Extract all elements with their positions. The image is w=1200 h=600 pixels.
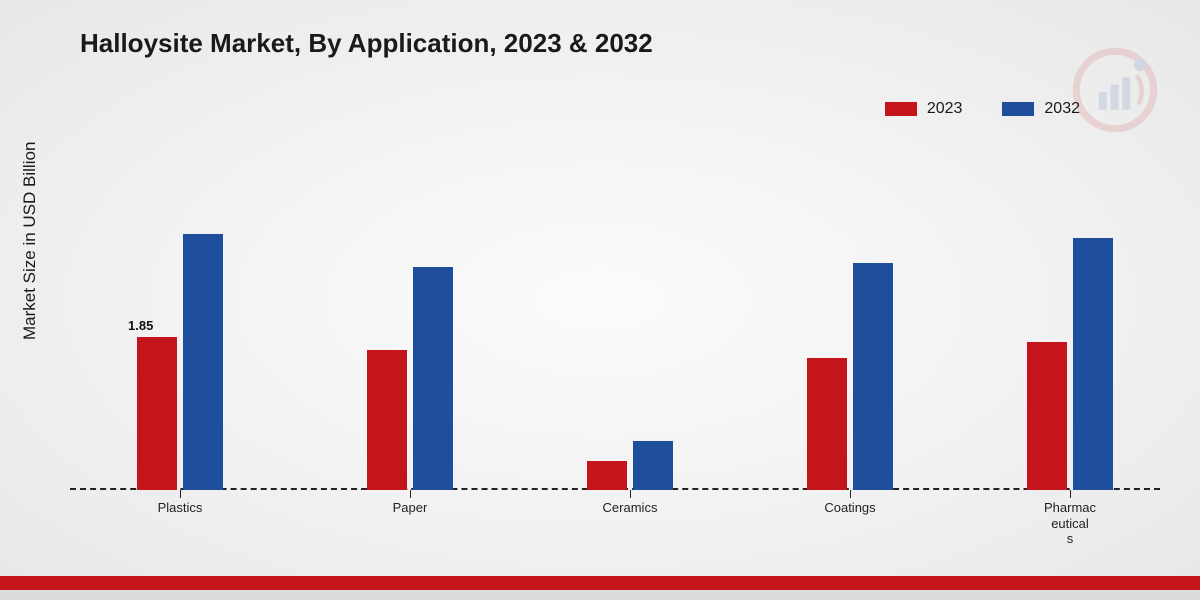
legend-label-2032: 2032 <box>1044 100 1080 118</box>
x-tick-mark <box>410 490 411 498</box>
legend-swatch-2032 <box>1002 102 1034 116</box>
legend-label-2023: 2023 <box>927 100 963 118</box>
x-tick-mark <box>630 490 631 498</box>
bar <box>587 461 627 490</box>
legend: 2023 2032 <box>885 100 1080 118</box>
y-axis-label: Market Size in USD Billion <box>20 142 40 340</box>
bar-group <box>1010 238 1130 490</box>
bar-group <box>350 267 470 490</box>
x-tick-label: Paper <box>370 500 450 516</box>
legend-item-2023: 2023 <box>885 100 963 118</box>
x-tick-mark <box>180 490 181 498</box>
bar <box>1073 238 1113 490</box>
chart-canvas: Halloysite Market, By Application, 2023 … <box>0 0 1200 600</box>
x-tick-label: Plastics <box>140 500 220 516</box>
x-tick-mark <box>1070 490 1071 498</box>
chart-title: Halloysite Market, By Application, 2023 … <box>80 28 653 59</box>
legend-item-2032: 2032 <box>1002 100 1080 118</box>
bar-group: 1.85 <box>120 234 240 490</box>
x-tick-label: Coatings <box>810 500 890 516</box>
bar-group <box>570 441 690 491</box>
bar <box>853 263 893 490</box>
x-tick-label: Pharmaceuticals <box>1030 500 1110 547</box>
footer-bar-grey <box>0 590 1200 600</box>
x-tick-label: Ceramics <box>590 500 670 516</box>
bar <box>1027 342 1067 491</box>
x-tick-mark <box>850 490 851 498</box>
plot-area: 1.85 <box>70 160 1160 490</box>
bar <box>807 358 847 490</box>
legend-swatch-2023 <box>885 102 917 116</box>
bar <box>633 441 673 491</box>
bar <box>137 337 177 490</box>
bar <box>413 267 453 490</box>
footer-bar-red <box>0 576 1200 590</box>
bar <box>183 234 223 490</box>
bar-group <box>790 263 910 490</box>
bar-value-label: 1.85 <box>128 318 153 333</box>
watermark-logo <box>1070 45 1160 135</box>
bar <box>367 350 407 490</box>
